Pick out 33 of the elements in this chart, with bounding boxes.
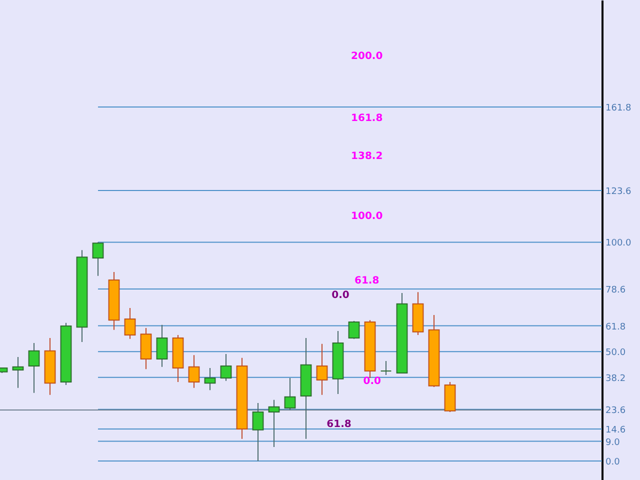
annotation: 138.2 — [351, 150, 383, 162]
y-tick-label: 9.0 — [606, 438, 620, 448]
y-tick-label: 50.0 — [606, 348, 626, 358]
annotation: 0.0 — [332, 290, 350, 301]
y-tick-label: 38.2 — [606, 374, 626, 384]
y-tick-label: 14.6 — [606, 426, 626, 436]
annotation: 161.8 — [351, 112, 383, 124]
candlestick — [220, 353, 232, 382]
annotation: 61.8 — [354, 276, 380, 287]
candlestick — [316, 343, 328, 396]
candlestick — [204, 367, 216, 391]
candlestick — [92, 242, 104, 276]
y-tick-label: 23.6 — [606, 406, 626, 416]
candlestick — [124, 308, 136, 340]
y-tick-label: 78.6 — [606, 286, 626, 296]
candlestick — [268, 399, 280, 448]
y-tick-label: 100.0 — [606, 238, 632, 249]
candlestick — [188, 354, 200, 388]
annotation: 0.0 — [363, 376, 382, 388]
annotation: 100.0 — [351, 210, 383, 222]
candlestick — [12, 356, 24, 388]
candlestick — [380, 360, 392, 376]
annotation: 61.8 — [326, 419, 352, 430]
y-tick-label: 161.8 — [606, 103, 632, 114]
candlestick — [252, 402, 264, 462]
annotation: 200.0 — [351, 51, 383, 62]
y-tick-label: 0.0 — [606, 457, 620, 468]
y-tick-label: 123.6 — [606, 187, 632, 198]
candlestick — [348, 320, 360, 340]
candlestick — [156, 324, 168, 368]
y-tick-label: 61.8 — [606, 322, 626, 332]
candlestick — [284, 378, 296, 410]
candlestick — [28, 342, 40, 394]
